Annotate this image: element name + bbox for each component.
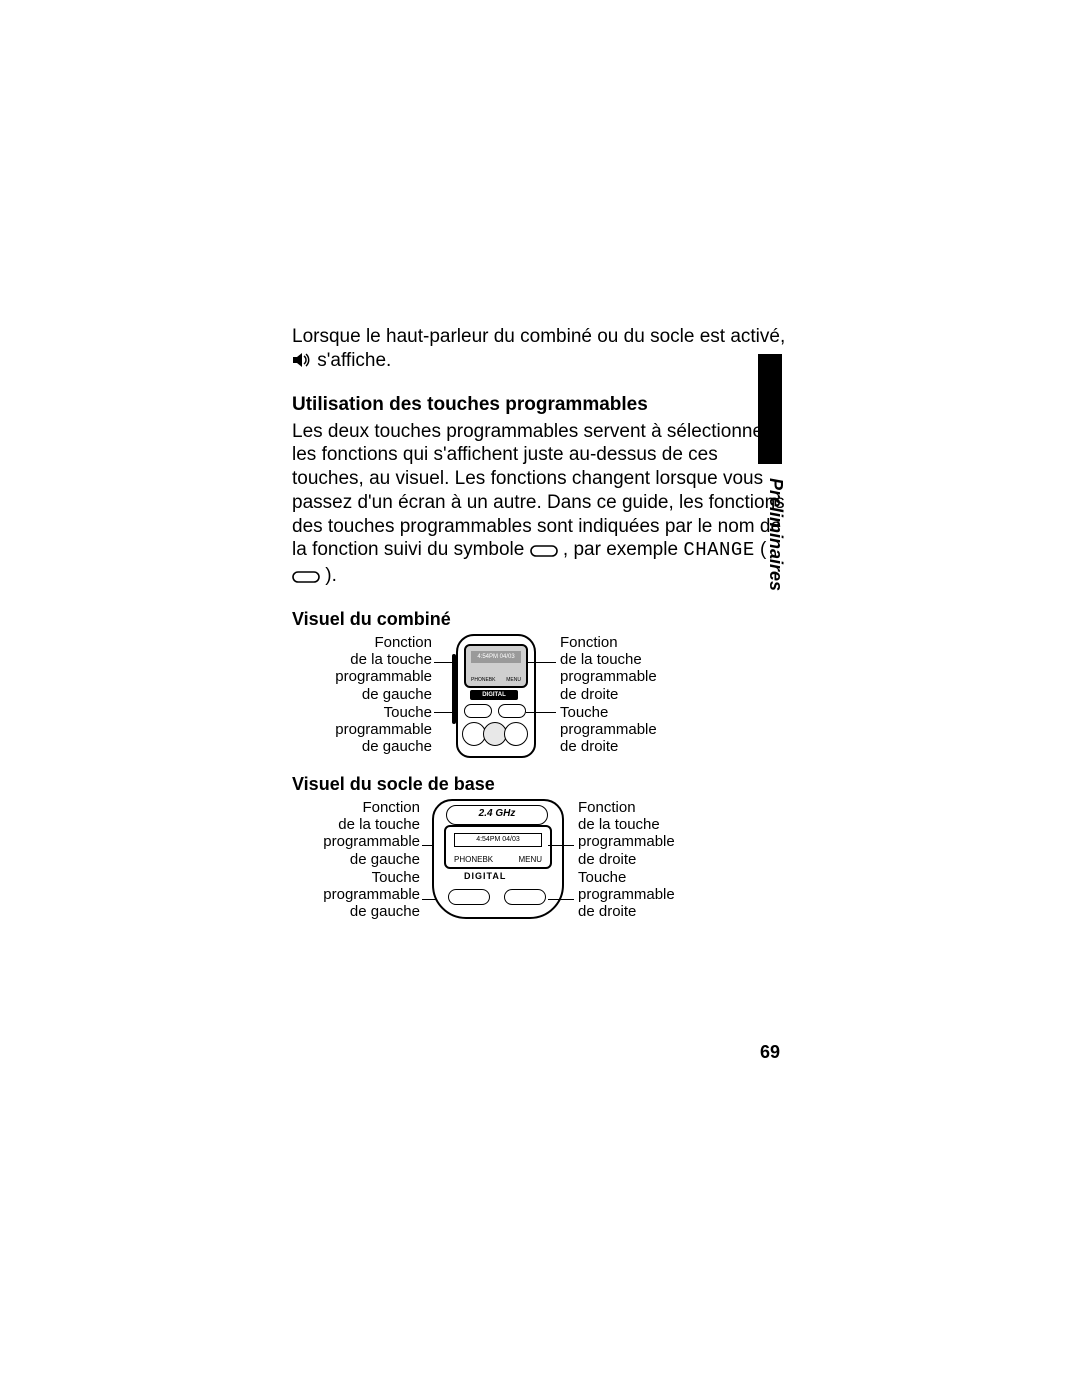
speaker-icon	[292, 351, 312, 375]
softkey-symbol-icon-2	[292, 566, 320, 590]
t: Touche	[372, 869, 420, 886]
t: de la touche	[350, 651, 432, 668]
t: programmable	[335, 668, 432, 685]
t: Touche	[578, 869, 626, 886]
softkeys-para-b: , par exemple	[563, 539, 683, 560]
t: de droite	[578, 903, 636, 920]
leader	[526, 662, 556, 663]
handset-key-right-label: Touche programmable de droite	[560, 704, 720, 756]
t: de droite	[578, 851, 636, 868]
leader	[548, 845, 574, 846]
leader	[548, 899, 574, 900]
speaker-para-b: s'affiche.	[317, 350, 391, 371]
base-fn-right-label: Fonction de la touche programmable de dr…	[578, 799, 738, 868]
t: de la touche	[578, 816, 660, 833]
softkeys-para-c: (	[760, 539, 766, 560]
speaker-para-a: Lorsque le haut-parleur du combiné ou du…	[292, 326, 785, 347]
subheading-base: Visuel du socle de base	[292, 774, 792, 795]
t: de gauche	[362, 686, 432, 703]
t: PHONEBK	[471, 677, 495, 683]
t: Fonction	[362, 799, 420, 816]
softkeys-para-d: ).	[325, 565, 337, 586]
base-screen-softlabels: PHONEBK MENU	[454, 855, 542, 864]
content-column: Lorsque le haut-parleur du combiné ou du…	[292, 306, 792, 929]
handset-fn-right-label: Fonction de la touche programmable de dr…	[560, 634, 720, 703]
t: programmable	[335, 721, 432, 738]
t: MENU	[506, 677, 521, 683]
leader	[526, 712, 556, 713]
handset-fn-left-label: Fonction de la touche programmable de ga…	[292, 634, 432, 703]
base-diagram: Fonction de la touche programmable de ga…	[292, 799, 792, 929]
base-device: 2.4 GHz 4:54PM 04/03 PHONEBK MENU DIGITA…	[426, 799, 566, 919]
t: programmable	[323, 886, 420, 903]
handset-key-left-label: Touche programmable de gauche	[292, 704, 432, 756]
softkey-symbol-icon	[530, 540, 558, 564]
base-fn-left-label: Fonction de la touche programmable de ga…	[292, 799, 420, 868]
t: Fonction	[578, 799, 636, 816]
base-digital-badge: DIGITAL	[464, 871, 506, 881]
handset-softkey-left	[464, 704, 492, 718]
handset-digital-badge: DIGITAL	[470, 690, 518, 700]
t: PHONEBK	[454, 855, 493, 864]
t: programmable	[578, 886, 675, 903]
t: programmable	[323, 833, 420, 850]
change-word: CHANGE	[683, 539, 754, 561]
base-key-right-label: Touche programmable de droite	[578, 869, 738, 921]
speaker-para: Lorsque le haut-parleur du combiné ou du…	[292, 325, 792, 375]
base-screen-time: 4:54PM 04/03	[454, 833, 542, 847]
page-number: 69	[760, 1042, 780, 1063]
base-softkey-right	[504, 889, 546, 905]
t: de gauche	[350, 851, 420, 868]
t: Fonction	[560, 634, 618, 651]
t: de gauche	[350, 903, 420, 920]
t: de la touche	[560, 651, 642, 668]
t: de la touche	[338, 816, 420, 833]
handset-screen-time: 4:54PM 04/03	[471, 651, 521, 663]
heading-softkeys: Utilisation des touches programmables	[292, 394, 792, 416]
t: de droite	[560, 686, 618, 703]
base-ghz-label: 2.4 GHz	[446, 805, 548, 825]
handset-screen: 4:54PM 04/03 PHONEBK MENU	[464, 644, 528, 688]
t: programmable	[560, 721, 657, 738]
t: de gauche	[362, 738, 432, 755]
softkeys-para: Les deux touches programmables servent à…	[292, 420, 792, 590]
handset-diagram: Fonction de la touche programmable de ga…	[292, 634, 792, 760]
handset-device: 4:54PM 04/03 PHONEBK MENU DIGITAL	[448, 634, 540, 754]
t: Fonction	[374, 634, 432, 651]
page: Préliminaires Lorsque le haut-parleur du…	[0, 0, 1080, 1397]
base-screen: 4:54PM 04/03 PHONEBK MENU	[444, 825, 552, 869]
handset-softkey-right	[498, 704, 526, 718]
handset-round-right	[504, 722, 528, 746]
t: Touche	[560, 704, 608, 721]
t: de droite	[560, 738, 618, 755]
t: programmable	[578, 833, 675, 850]
base-softkey-left	[448, 889, 490, 905]
base-key-left-label: Touche programmable de gauche	[292, 869, 420, 921]
handset-screen-softlabels: PHONEBK MENU	[471, 677, 521, 683]
subheading-handset: Visuel du combiné	[292, 609, 792, 630]
t: MENU	[518, 855, 542, 864]
t: Touche	[384, 704, 432, 721]
t: programmable	[560, 668, 657, 685]
